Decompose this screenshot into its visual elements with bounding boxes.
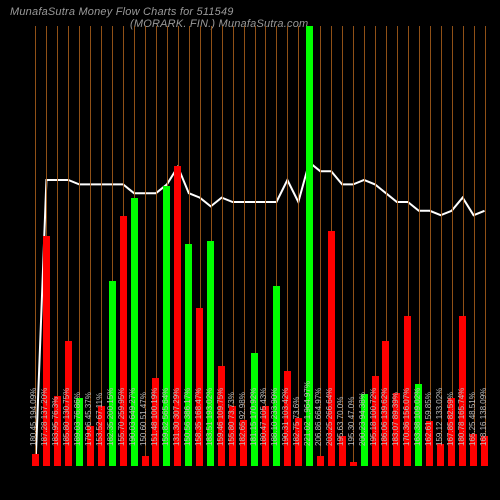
bar [437, 444, 444, 466]
bar [32, 454, 39, 466]
bar [317, 456, 324, 466]
bar [350, 462, 357, 466]
title-part1: MunafaSutra Money Flow Charts for 511549 [10, 6, 234, 18]
chart-container: MunafaSutra Money Flow Charts for 511549… [0, 0, 500, 500]
bar [142, 456, 149, 466]
chart-area: 180.45 194.09%187.28 137.20%183.95 76.3%… [30, 26, 490, 466]
